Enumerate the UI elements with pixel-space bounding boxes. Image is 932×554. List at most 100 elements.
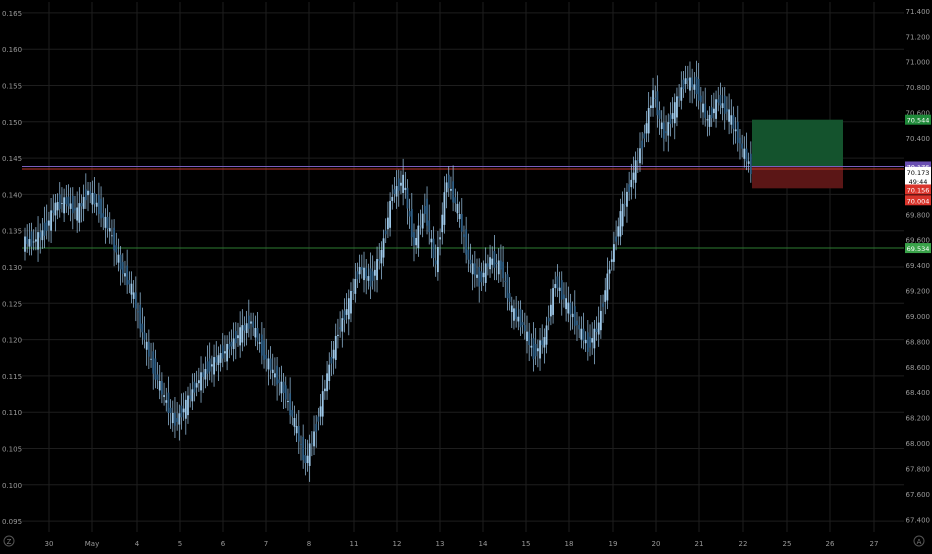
candle-body [347, 298, 350, 320]
candle-body [245, 323, 248, 334]
candle-body [184, 399, 187, 419]
candle-body [224, 351, 226, 354]
candle-body [523, 325, 526, 331]
price-tag-label: 70.004 [907, 197, 930, 205]
right-tick-label: 69.600 [906, 237, 931, 245]
time-tick-label: 30 [45, 540, 54, 548]
time-tick-label: 20 [652, 540, 661, 548]
price-tag-label: 49:44 [909, 178, 928, 186]
price-tag-bg [905, 161, 931, 172]
right-tick-label: 68.600 [906, 364, 931, 372]
candle-body [28, 239, 31, 247]
candle-body [265, 354, 268, 360]
candle-body [234, 330, 237, 344]
candle-body [506, 274, 509, 299]
candle-body [252, 321, 255, 328]
candle-body [341, 318, 344, 332]
candle-body [504, 280, 507, 282]
price-tag-bg [905, 195, 931, 206]
candle-body [597, 322, 600, 335]
price-tag-bg [905, 184, 931, 195]
candle-body [63, 197, 66, 214]
time-tick-label: 25 [783, 540, 792, 548]
candle-body [339, 327, 342, 330]
z-logo-icon[interactable]: Z [3, 535, 15, 547]
candle-body [458, 214, 461, 220]
left-tick-label: 0.095 [2, 518, 22, 526]
right-tick-label: 68.800 [906, 338, 931, 346]
candle-body [332, 349, 335, 359]
candle-body [197, 380, 200, 384]
candle-body [706, 119, 709, 121]
candle-body [508, 293, 511, 302]
candle-body [663, 122, 665, 139]
left-tick-label: 0.160 [2, 46, 22, 54]
candle-body [360, 267, 363, 270]
candle-body [610, 259, 613, 262]
left-tick-label: 0.105 [2, 446, 22, 454]
candle-body [321, 391, 324, 417]
long-position-tool[interactable] [752, 119, 843, 189]
left-price-axis[interactable]: 0.165 0.160 0.155 0.150 0.145 0.140 0.135 0.130… [2, 10, 22, 526]
candle-body [117, 254, 120, 263]
candle-body [636, 160, 639, 162]
candle-body [195, 383, 198, 388]
candle-body [489, 257, 491, 270]
candle-body [432, 238, 435, 258]
candle-body [124, 273, 126, 277]
candle-body [608, 269, 611, 274]
candle-body [278, 379, 281, 384]
time-axis[interactable]: 30 May 4 5 6 7 8 11 12 13 14 15 18 19 20 21 22 25 26 27 [45, 540, 879, 548]
right-price-axis[interactable]: 71.40071.20071.00070.80070.60070.40070.2… [906, 8, 931, 524]
left-tick-label: 0.130 [2, 264, 22, 272]
profit-zone[interactable] [752, 119, 843, 167]
candle-body [615, 236, 617, 242]
candle-body [695, 76, 698, 95]
time-tick-label: 4 [135, 540, 140, 548]
candle-body [717, 99, 720, 103]
candle-body [113, 227, 115, 251]
candle-body [65, 197, 68, 205]
left-tick-label: 0.155 [2, 82, 22, 90]
candle-body [500, 260, 502, 270]
candle-body [471, 263, 474, 275]
candle-body [565, 298, 568, 310]
price-tag-bg [905, 243, 931, 254]
candle-body [684, 78, 687, 85]
candle-body [710, 107, 713, 119]
candle-body [734, 129, 737, 132]
candle-body [165, 400, 168, 403]
candle-body [486, 263, 489, 267]
candle-body [189, 395, 192, 399]
candle-body [61, 203, 63, 204]
candle-body [308, 443, 311, 466]
candle-body [408, 211, 411, 217]
horizontal-lines[interactable] [22, 165, 904, 249]
candle-body [358, 267, 361, 275]
candle-body [106, 216, 109, 229]
candle-body [430, 238, 433, 243]
candle-body [671, 113, 674, 119]
loss-zone[interactable] [752, 166, 843, 189]
candle-body [680, 87, 683, 101]
candle-body [739, 137, 741, 144]
candle-body [460, 214, 463, 232]
candle-body [241, 325, 244, 343]
candle-body [365, 267, 368, 279]
right-tick-label: 69.800 [906, 211, 931, 219]
right-tick-label: 70.800 [906, 84, 931, 92]
time-tick-label: 15 [522, 540, 531, 548]
auto-scale-icon[interactable]: A [913, 535, 925, 547]
right-tick-label: 69.000 [906, 313, 931, 321]
candle-body [304, 455, 307, 464]
candle-body [630, 179, 633, 188]
candle-body [295, 426, 298, 434]
candle-body [567, 302, 570, 314]
candle-body [543, 337, 546, 348]
candle-body [156, 374, 159, 381]
candle-body [263, 340, 265, 360]
candle-body [395, 186, 398, 197]
candle-body [476, 274, 478, 278]
